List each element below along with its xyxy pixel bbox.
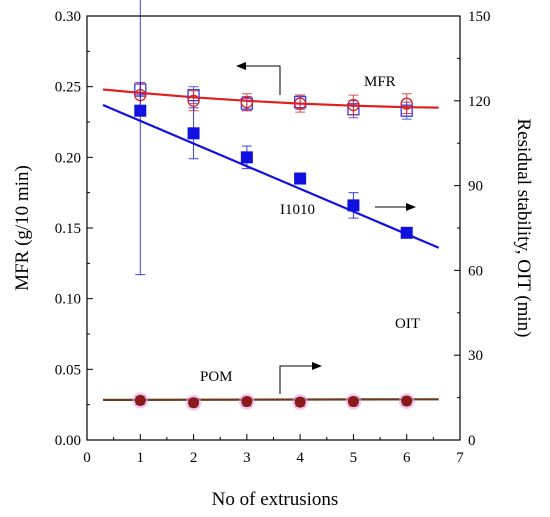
x-tick-label: 2 [190,450,198,466]
x-tick-label: 0 [83,450,91,466]
x-tick-label: 1 [137,450,145,466]
x-tick-label: 6 [403,450,411,466]
right-y-axis: 0 30 60 90 120 150 [454,9,491,449]
point-i1010 [400,226,413,239]
left-y-tick-label: 0.10 [55,292,81,308]
point-pom [294,396,306,408]
point-i1010 [187,127,200,140]
right-y-tick-label: 120 [468,94,491,110]
point-mfr [293,97,307,110]
arrow-left-icon [238,65,281,95]
x-tick-label: 5 [350,450,358,466]
fit-lines [102,88,440,401]
axis-titles: No of extrusions MFR (g/10 min) Residual… [12,118,534,510]
point-pom [347,396,359,408]
right-y-tick-label: 0 [468,433,476,449]
right-y-axis-title: Residual stability, OIT (min) [513,118,534,337]
point-i1010 [347,199,360,212]
point-mfr [400,97,413,110]
annotation-mfr: MFR [364,74,396,90]
left-y-tick-label: 0.05 [55,362,81,378]
annotation-oit: OIT [395,316,420,332]
left-y-tick-label: 0.00 [55,433,81,449]
x-tick-label: 7 [456,450,464,466]
x-tick-label: 4 [296,450,304,466]
x-axis-title: No of extrusions [212,489,339,510]
data-points [132,0,415,411]
right-y-tick-label: 60 [468,263,483,279]
point-pom [188,397,200,409]
arrow-left-head [236,62,246,70]
point-pom [401,395,413,407]
fit-line-pom [102,398,439,401]
x-tick-label: 3 [243,450,251,466]
arrow-right-icon [279,365,319,394]
point-mfr [347,98,360,112]
point-i1010 [134,104,147,117]
right-y-tick-label: 150 [468,9,491,25]
left-y-tick-label: 0.20 [55,150,81,166]
point-i1010 [240,151,253,164]
arrow-right-head [312,362,322,370]
fit-line-i1010 [102,103,440,249]
point-pom [241,396,253,408]
left-y-tick-label: 0.15 [55,221,81,237]
annotations: MFR I1010 OIT POM [200,62,420,394]
right-y-tick-label: 30 [468,348,483,364]
annotation-pom: POM [200,369,233,385]
arrow-right-head [406,203,416,211]
x-axis: 0 1 2 3 4 5 6 7 [83,434,464,466]
left-y-axis-title: MFR (g/10 min) [12,165,33,291]
right-y-tick-label: 90 [468,179,483,195]
annotation-i1010: I1010 [280,202,315,218]
left-y-tick-label: 0.30 [55,9,81,25]
point-i1010 [294,172,307,185]
point-pom [134,394,146,406]
point-mfr [187,94,200,107]
left-y-axis: 0.00 0.05 0.10 0.15 0.20 0.25 0.30 [55,9,93,449]
point-mfr [240,96,254,109]
fit-line-mfr [102,88,439,109]
left-y-tick-label: 0.25 [55,80,81,96]
